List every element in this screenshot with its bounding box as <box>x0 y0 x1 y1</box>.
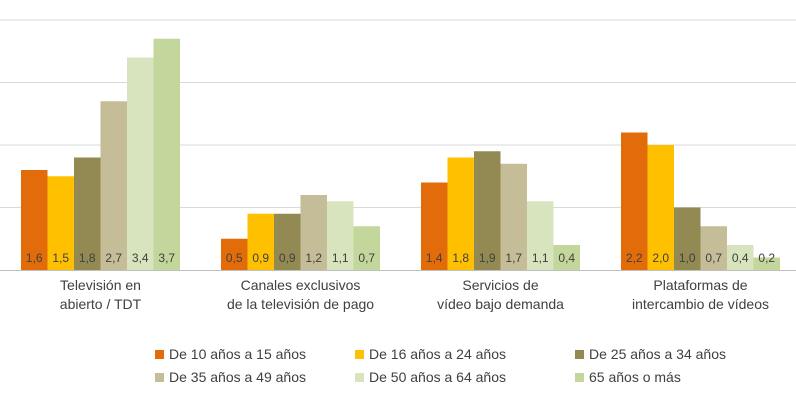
bar <box>647 145 674 270</box>
data-label: 0,7 <box>358 251 375 265</box>
bar <box>247 213 274 270</box>
legend-swatch <box>575 372 584 382</box>
bar <box>500 163 527 270</box>
x-tick-label: vídeo bajo demanda <box>437 296 564 312</box>
legend-label: De 16 años a 24 años <box>369 346 506 362</box>
bar <box>421 182 448 270</box>
data-label: 1,1 <box>332 251 349 265</box>
data-label: 1,8 <box>79 251 96 265</box>
data-label: 1,7 <box>505 251 522 265</box>
grouped-bar-chart: 1,6 0,5 1,4 2,2 1,5 0,9 1,8 2,0 1,8 0,9 1,9 1,0 2,7 1… <box>0 19 796 312</box>
data-label: 3,4 <box>132 251 149 265</box>
data-label: 2,7 <box>105 251 122 265</box>
data-label: 1,8 <box>452 251 469 265</box>
legend: De 10 años a 15 años De 16 años a 24 años… <box>155 346 785 396</box>
x-axis: Televisión en abierto / TDT Canales exclus… <box>0 270 796 312</box>
bar <box>700 226 727 270</box>
data-label: 0,4 <box>732 251 749 265</box>
data-label: 0,4 <box>558 251 575 265</box>
legend-swatch <box>155 349 164 359</box>
bar <box>127 57 154 270</box>
legend-swatch <box>575 349 584 359</box>
bar <box>621 132 648 270</box>
bar <box>74 157 101 270</box>
data-label: 0,5 <box>226 251 243 265</box>
x-tick-label: intercambio de vídeos <box>632 296 769 312</box>
bar <box>674 207 701 270</box>
data-label: 1,6 <box>26 251 43 265</box>
data-label: 1,4 <box>426 251 443 265</box>
bar <box>753 257 780 270</box>
legend-swatch <box>355 349 364 359</box>
data-label: 0,9 <box>279 251 296 265</box>
x-tick-label: Servicios de <box>462 277 538 293</box>
legend-item: De 50 años a 64 años <box>355 369 506 385</box>
x-tick-label: Plataformas de <box>653 277 747 293</box>
legend-swatch <box>355 372 364 382</box>
data-label: 2,0 <box>652 251 669 265</box>
x-tick-label: abierto / TDT <box>60 296 142 312</box>
bar <box>553 245 580 270</box>
data-label: 0,2 <box>758 251 775 265</box>
legend-item: De 16 años a 24 años <box>355 346 506 362</box>
bar <box>21 170 48 270</box>
x-tick-label: Televisión en <box>60 277 141 293</box>
legend-label: De 25 años a 34 años <box>589 346 726 362</box>
x-tick-label: de la televisión de pago <box>227 296 374 312</box>
bar <box>727 245 754 270</box>
data-label: 1,5 <box>52 251 69 265</box>
bar <box>100 101 127 270</box>
legend-item: De 25 años a 34 años <box>575 346 726 362</box>
bar <box>221 238 248 270</box>
bar <box>153 38 180 270</box>
data-label: 0,9 <box>252 251 269 265</box>
x-tick-label: Canales exclusivos <box>241 277 361 293</box>
bar <box>274 213 301 270</box>
data-labels: 1,6 0,5 1,4 2,2 1,5 0,9 1,8 2,0 1,8 0,9 1,9 1,0 2,7 1… <box>26 251 776 265</box>
bar <box>353 226 380 270</box>
data-label: 1,2 <box>305 251 322 265</box>
data-label: 1,9 <box>479 251 496 265</box>
legend-item: De 35 años a 49 años <box>155 369 306 385</box>
bars <box>21 38 780 270</box>
legend-item: 65 años o más <box>575 369 681 385</box>
data-label: 0,7 <box>705 251 722 265</box>
data-label: 1,0 <box>679 251 696 265</box>
bar <box>327 201 354 270</box>
legend-item: De 10 años a 15 años <box>155 346 306 362</box>
data-label: 2,2 <box>626 251 643 265</box>
legend-swatch <box>155 372 164 382</box>
legend-label: De 50 años a 64 años <box>369 369 506 385</box>
bar <box>47 176 74 270</box>
bar <box>474 151 501 270</box>
legend-label: De 35 años a 49 años <box>169 369 306 385</box>
bar <box>527 201 554 270</box>
bar <box>447 157 474 270</box>
data-label: 3,7 <box>158 251 175 265</box>
bar <box>300 195 327 270</box>
data-label: 1,1 <box>532 251 549 265</box>
legend-label: De 10 años a 15 años <box>169 346 306 362</box>
legend-label: 65 años o más <box>589 369 681 385</box>
